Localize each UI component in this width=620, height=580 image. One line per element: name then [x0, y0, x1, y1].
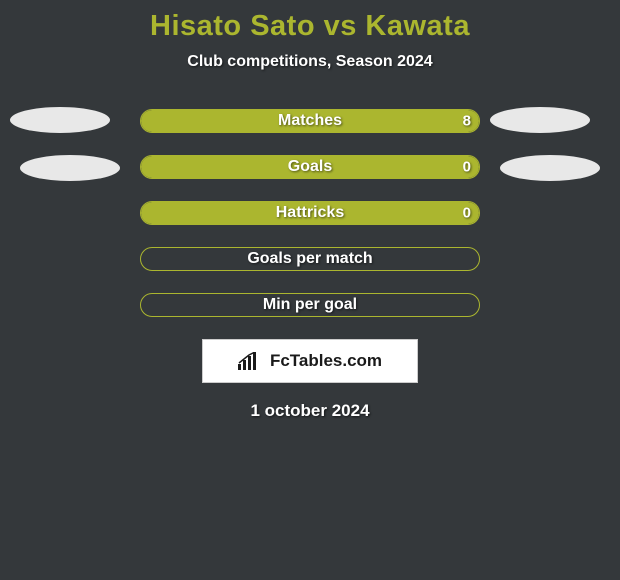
stat-pill: Min per goal [140, 293, 480, 317]
stat-pill: Hattricks 0 [140, 201, 480, 225]
stat-row: Goals 0 [0, 155, 620, 179]
stat-label: Hattricks [276, 204, 344, 222]
stat-row: Hattricks 0 [0, 201, 620, 225]
source-logo[interactable]: FcTables.com [202, 339, 418, 383]
stat-pill: Goals 0 [140, 155, 480, 179]
player-left-ellipse [10, 107, 110, 133]
stat-pill: Matches 8 [140, 109, 480, 133]
player-left-ellipse [20, 155, 120, 181]
player-right-ellipse [500, 155, 600, 181]
subtitle: Club competitions, Season 2024 [187, 53, 432, 71]
logo-text: FcTables.com [270, 351, 382, 371]
stat-rows: Matches 8 Goals 0 Hattricks 0 Goals pe [0, 109, 620, 317]
stat-value-right: 0 [463, 205, 471, 222]
stat-row: Goals per match [0, 247, 620, 271]
stat-label: Goals [288, 158, 332, 176]
comparison-card: Hisato Sato vs Kawata Club competitions,… [0, 0, 620, 421]
page-title: Hisato Sato vs Kawata [150, 10, 470, 43]
stat-label: Matches [278, 112, 342, 130]
stat-row: Matches 8 [0, 109, 620, 133]
date-label: 1 october 2024 [250, 401, 369, 421]
stat-label: Min per goal [263, 296, 357, 314]
bars-icon [238, 352, 264, 370]
player-right-ellipse [490, 107, 590, 133]
stat-label: Goals per match [247, 250, 372, 268]
stat-row: Min per goal [0, 293, 620, 317]
stat-value-right: 0 [463, 159, 471, 176]
stat-value-right: 8 [463, 113, 471, 130]
stat-pill: Goals per match [140, 247, 480, 271]
